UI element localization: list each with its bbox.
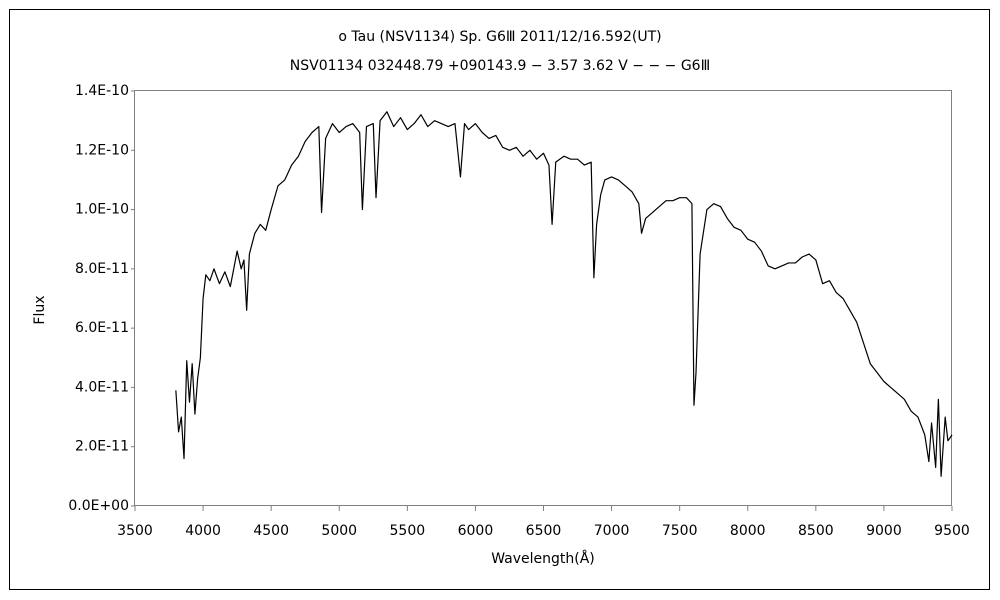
plot-area [134, 90, 952, 506]
y-tick-label: 1.0E-10 [75, 202, 129, 218]
chart-title: ο Tau (NSV1134) Sp. G6Ⅲ 2011/12/16.592(U… [338, 29, 661, 45]
x-tick-label: 4500 [253, 523, 289, 539]
y-tick-label: 2.0E-11 [75, 439, 129, 455]
x-tick-label: 5500 [390, 523, 426, 539]
spectrum-line [175, 111, 953, 477]
x-tick-label: 4000 [185, 523, 221, 539]
y-tick-label: 0.0E+00 [68, 498, 129, 514]
x-tick-label: 8000 [730, 523, 766, 539]
x-tick-label: 5000 [321, 523, 357, 539]
x-tick-label: 3500 [117, 523, 153, 539]
y-axis-label: Flux [32, 295, 48, 324]
chart-subtitle: NSV01134 032448.79 +090143.9 − 3.57 3.62… [290, 58, 710, 74]
x-tick-label: 7000 [594, 523, 630, 539]
y-tick-label: 4.0E-11 [75, 379, 129, 395]
chart-frame [9, 9, 990, 590]
x-tick-label: 6000 [458, 523, 494, 539]
x-tick-label: 9500 [934, 523, 970, 539]
x-tick-label: 7500 [662, 523, 698, 539]
y-tick-label: 6.0E-11 [75, 320, 129, 336]
x-tick-label: 6500 [526, 523, 562, 539]
x-axis-label: Wavelength(Å) [491, 550, 595, 567]
y-tick-label: 8.0E-11 [75, 261, 129, 277]
x-tick-label: 8500 [798, 523, 834, 539]
x-tick-label: 9000 [866, 523, 902, 539]
y-tick-label: 1.2E-10 [75, 142, 129, 158]
y-tick-label: 1.4E-10 [75, 83, 129, 99]
